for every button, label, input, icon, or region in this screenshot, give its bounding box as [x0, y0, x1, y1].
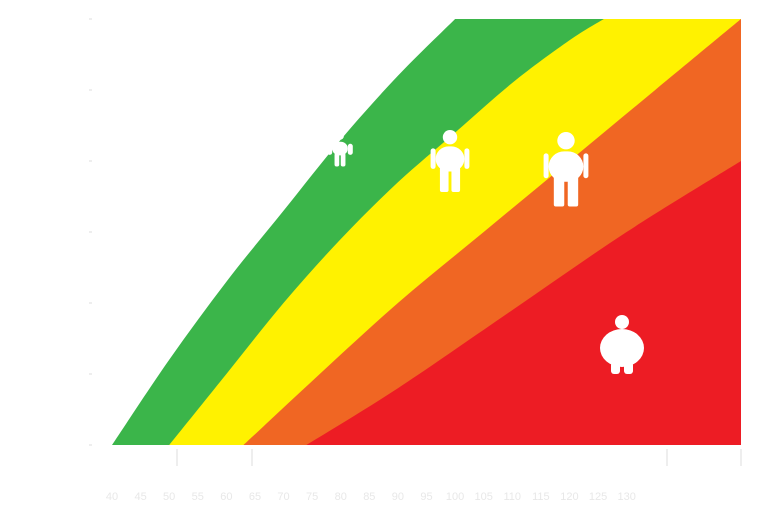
x-tick-label: 105	[475, 491, 493, 503]
person-obese-icon	[543, 132, 589, 207]
x-tick-label: 60	[220, 491, 232, 503]
band-morbid	[306, 161, 741, 445]
x-tick-label: 125	[589, 491, 607, 503]
x-tick-label: 95	[420, 491, 432, 503]
bmi-bands	[112, 19, 741, 445]
x-tick-label: 115	[532, 491, 550, 503]
x-tick-label: 50	[163, 491, 175, 503]
axes: 40 45 50 55 60 65 70 75 80 85 90 95 100 105 110 115 120 1…	[89, 18, 742, 503]
x-tick-label: 85	[363, 491, 375, 503]
x-tick-label: 90	[392, 491, 404, 503]
x-tick-label: 65	[249, 491, 261, 503]
x-tick-label: 110	[503, 491, 521, 503]
person-morbidly-obese-icon	[600, 315, 644, 374]
x-tick-label: 70	[277, 491, 289, 503]
x-tick-label: 80	[335, 491, 347, 503]
body-icons	[327, 130, 644, 374]
x-tick-label: 45	[134, 491, 146, 503]
person-normal-icon	[327, 132, 353, 167]
x-tick-label: 75	[306, 491, 318, 503]
x-tick-label: 120	[560, 491, 578, 503]
x-tick-label: 40	[106, 491, 118, 503]
person-overweight-icon	[430, 130, 470, 192]
x-tick-label: 100	[446, 491, 464, 503]
x-tick-label: 130	[617, 491, 635, 503]
x-tick-label: 55	[192, 491, 204, 503]
